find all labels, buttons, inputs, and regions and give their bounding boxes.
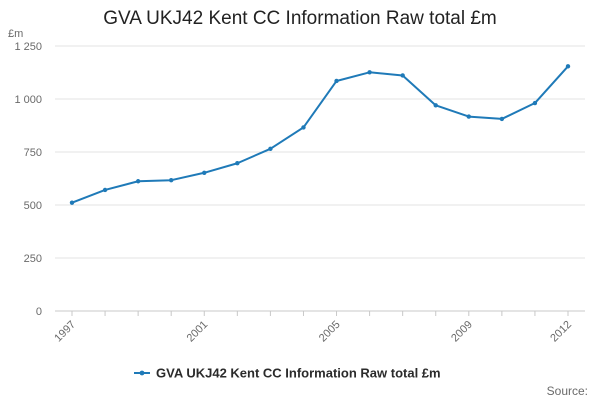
data-point: [367, 70, 372, 75]
data-point: [102, 187, 108, 193]
y-tick-label: 1 000: [14, 94, 42, 106]
legend-label: GVA UKJ42 Kent CC Information Raw total …: [156, 366, 441, 381]
x-tick-label: 2001: [185, 319, 211, 345]
y-tick-label: 500: [24, 200, 42, 212]
gridlines: [55, 45, 585, 259]
legend[interactable]: GVA UKJ42 Kent CC Information Raw total …: [134, 366, 441, 381]
x-tick-label: 2005: [317, 319, 343, 345]
data-point: [466, 114, 471, 119]
source-label: Source:: [546, 384, 588, 398]
data-point: [235, 161, 240, 166]
y-tick-label: 750: [24, 147, 42, 159]
data-point: [400, 73, 405, 78]
chart-title: GVA UKJ42 Kent CC Information Raw total …: [103, 8, 497, 29]
data-point: [532, 100, 538, 106]
y-axis-unit-label: £m: [8, 28, 24, 40]
series-layer: [69, 64, 571, 205]
data-point: [565, 64, 571, 69]
data-point: [69, 200, 75, 205]
data-point: [169, 177, 174, 183]
y-tick-label: 1 250: [14, 41, 42, 53]
data-point: [135, 179, 141, 184]
data-point: [334, 78, 339, 84]
data-point: [499, 116, 505, 122]
data-point: [268, 146, 273, 152]
y-tick-label: 0: [36, 306, 42, 318]
data-point: [433, 103, 438, 108]
x-tick-label: 2012: [548, 319, 574, 345]
x-tick-label: 2009: [449, 319, 475, 345]
x-tick-label: 1997: [52, 319, 78, 345]
series-line: [71, 65, 569, 204]
data-point: [202, 170, 207, 175]
y-tick-label: 250: [24, 253, 42, 265]
legend-marker-swatch: [139, 370, 145, 376]
data-point: [301, 125, 306, 130]
